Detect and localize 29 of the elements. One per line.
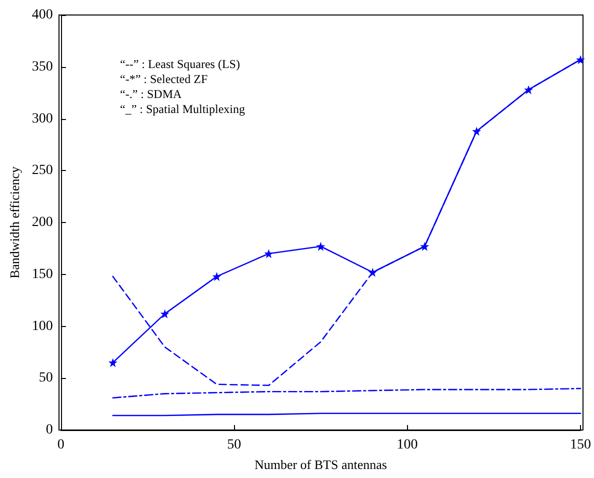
- annotation: “_” : Spatial Multiplexing: [120, 102, 245, 116]
- point: [160, 309, 170, 318]
- point: [316, 242, 326, 251]
- point: [524, 85, 534, 94]
- point: [576, 55, 585, 64]
- point: [108, 358, 118, 368]
- y-tick-label: 200: [32, 215, 53, 230]
- x-tick-label: 150: [570, 438, 591, 452]
- point: [472, 126, 482, 136]
- y-tick-label: 150: [32, 266, 53, 282]
- x-tick-label: 50: [227, 438, 242, 452]
- annotation: “-.” : SDMA: [120, 87, 182, 101]
- y-tick-label: 50: [38, 370, 53, 386]
- y-tick-label: 350: [32, 59, 53, 74]
- point: [368, 268, 378, 277]
- x-tick-label: 0: [57, 438, 64, 452]
- point: [212, 272, 222, 281]
- y-tick-label: 400: [32, 8, 53, 22]
- line-series: [112, 388, 582, 398]
- y-tick-label: 300: [32, 111, 53, 126]
- x-axis-title: Number of BTS antennas: [254, 457, 387, 472]
- y-tick-label: 250: [32, 163, 53, 178]
- y-tick-label: 100: [32, 318, 53, 334]
- y-tick-label: 0: [46, 422, 53, 438]
- point: [420, 242, 430, 251]
- annotation: “-*” : Selected ZF: [120, 72, 208, 86]
- x-tick-label: 100: [396, 438, 418, 452]
- annotation: “--” : Least Squares (LS): [120, 57, 240, 71]
- y-axis-title: Bandwidth efficiency: [7, 166, 22, 279]
